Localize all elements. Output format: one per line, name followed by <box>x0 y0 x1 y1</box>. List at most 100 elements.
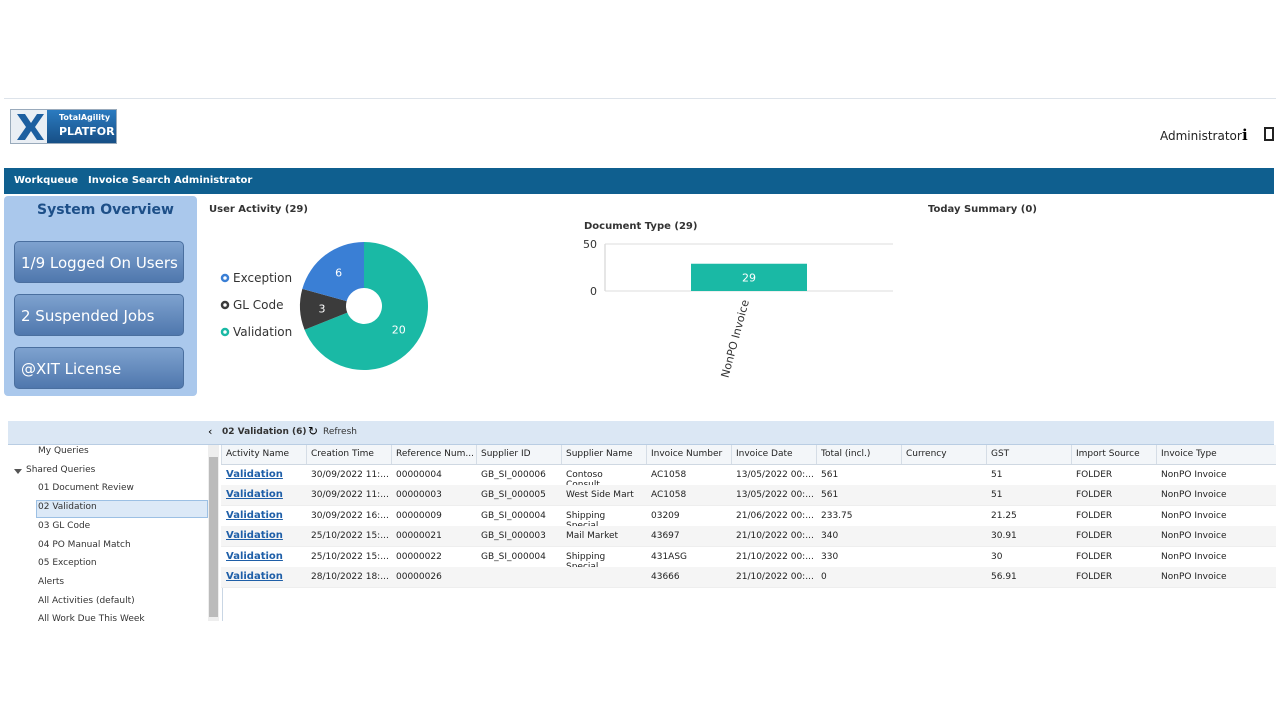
table-cell: FOLDER <box>1076 531 1113 542</box>
tree-node[interactable]: My Queries <box>38 446 89 456</box>
legend-marker <box>220 327 230 337</box>
y-tick-label: 50 <box>583 238 597 251</box>
table-cell: 25/10/2022 15:... <box>311 551 389 562</box>
chart-title: Today Summary (0) <box>928 204 1037 215</box>
table-cell: 21/10/2022 00:... <box>736 572 814 582</box>
table-cell: NonPO Invoice <box>1161 572 1227 582</box>
table-row <box>221 567 1276 588</box>
refresh-button[interactable]: Refresh <box>323 427 357 437</box>
activity-link[interactable]: Validation <box>226 469 283 480</box>
tree-node[interactable]: All Activities (default) <box>38 595 135 606</box>
table-cell: 13/05/2022 00:... <box>736 490 814 501</box>
table-cell: Shipping Special... <box>566 510 607 531</box>
nav-item[interactable]: Workqueue <box>14 175 79 186</box>
activity-link[interactable]: Validation <box>226 489 283 501</box>
column-header[interactable]: Supplier ID <box>481 449 531 459</box>
user-name[interactable]: Administrator <box>1160 129 1242 143</box>
table-cell: 51 <box>991 490 1003 501</box>
queue-toolbar: ‹ 02 Validation (6) ↻ Refresh <box>8 421 1274 445</box>
overview-button[interactable]: @XIT License process <box>14 347 184 420</box>
table-cell: 30/09/2022 11:... <box>311 470 389 480</box>
column-header[interactable]: Invoice Date <box>736 449 793 459</box>
nav-item[interactable]: Invoice Search <box>88 175 171 186</box>
pie-slice <box>302 242 364 302</box>
column-header[interactable]: Supplier Name <box>566 449 633 459</box>
tree-node[interactable]: 04 PO Manual Match <box>38 539 131 550</box>
column-separator <box>986 445 987 464</box>
tree-node[interactable]: Alerts <box>38 576 65 587</box>
table-cell: 00000026 <box>396 572 442 582</box>
logout-icon[interactable] <box>1264 127 1274 141</box>
column-separator <box>901 445 902 464</box>
slice-label: 20 <box>392 324 406 337</box>
tree-node[interactable]: Shared Queries <box>26 464 96 475</box>
chart-title: Document Type (29) <box>584 221 697 232</box>
expand-arrow <box>14 468 22 474</box>
table-cell: West Side Mart <box>566 490 634 501</box>
tree-node[interactable]: 05 Exception <box>38 558 97 569</box>
pie-slice <box>304 242 428 370</box>
activity-link[interactable]: Validation <box>226 550 283 562</box>
table-cell: Contoso Consult... <box>566 470 609 490</box>
column-separator <box>1071 445 1072 464</box>
column-separator <box>731 445 732 464</box>
query-tree: My Queries Shared Queries 01 Document Revi… <box>8 445 223 621</box>
table-cell: 43697 <box>651 531 680 542</box>
column-header[interactable]: GST <box>991 449 1010 459</box>
column-header[interactable]: Activity Name <box>226 449 290 459</box>
activity-table: Activity Name Creation Time Reference Num.… <box>221 445 1276 621</box>
tree-node[interactable]: 02 Validation <box>38 502 97 513</box>
table-cell: AC1058 <box>651 470 687 480</box>
activity-link[interactable]: Validation <box>226 530 283 542</box>
logo-icon <box>11 110 47 143</box>
tree-node[interactable]: All Work Due This Week <box>38 614 145 621</box>
overview-button[interactable]: 1/9 Logged On Users <box>14 241 184 283</box>
scrollbar[interactable] <box>208 445 219 621</box>
logo-line1: TotalAgility <box>59 113 111 122</box>
scroll-thumb[interactable] <box>209 457 218 617</box>
column-separator <box>221 445 222 464</box>
table-cell: NonPO Invoice <box>1161 531 1227 542</box>
column-header[interactable]: Currency <box>906 449 947 459</box>
column-separator <box>561 445 562 464</box>
table-cell: 30/09/2022 11:... <box>311 490 389 501</box>
table-cell: 21.25 <box>991 510 1017 521</box>
overview-button[interactable]: 2 Suspended Jobs <box>14 294 184 336</box>
table-cell: FOLDER <box>1076 551 1113 562</box>
table-cell: 431ASG <box>651 551 688 562</box>
table-cell: GB_SI_000004 <box>481 510 546 521</box>
column-header[interactable]: Reference Num... <box>396 449 474 459</box>
column-header[interactable]: Total (incl.) <box>821 449 871 459</box>
info-icon[interactable]: i <box>1242 126 1248 144</box>
table-cell: Shipping Special... <box>566 551 607 572</box>
table-cell: GB_SI_000004 <box>481 551 546 562</box>
x-tick-label: NonPO Invoice <box>719 298 752 379</box>
column-header[interactable]: Creation Time <box>311 449 374 459</box>
collapse-button[interactable]: ‹ <box>208 425 213 438</box>
column-separator <box>1156 445 1157 464</box>
column-separator <box>646 445 647 464</box>
nav-item[interactable]: Administrator <box>174 175 253 186</box>
table-cell: 561 <box>821 490 839 501</box>
activity-link[interactable]: Validation <box>226 571 283 582</box>
tree-node[interactable]: 01 Document Review <box>38 483 134 494</box>
selected-row <box>36 500 208 519</box>
refresh-icon[interactable]: ↻ <box>308 424 319 438</box>
table-cell: 561 <box>821 470 839 480</box>
activity-link[interactable]: Validation <box>226 509 283 521</box>
column-header[interactable]: Import Source <box>1076 449 1140 459</box>
column-separator <box>816 445 817 464</box>
legend-label: Validation <box>233 325 292 339</box>
bar <box>691 263 807 291</box>
table-cell: Mail Market <box>566 531 619 542</box>
column-header[interactable]: Invoice Number <box>651 449 723 459</box>
logo: TotalAgility PLATFOR <box>10 109 117 144</box>
tree-node[interactable]: 03 GL Code <box>38 520 91 531</box>
charts: User Activity (29) 20 3 6 Exception GL Code Va… <box>209 204 1037 379</box>
top-margin <box>0 0 1280 98</box>
slice-label: 3 <box>319 302 326 315</box>
y-tick-label: 0 <box>590 285 597 298</box>
table-cell: 00000004 <box>396 470 442 480</box>
column-header[interactable]: Invoice Type <box>1161 449 1217 459</box>
